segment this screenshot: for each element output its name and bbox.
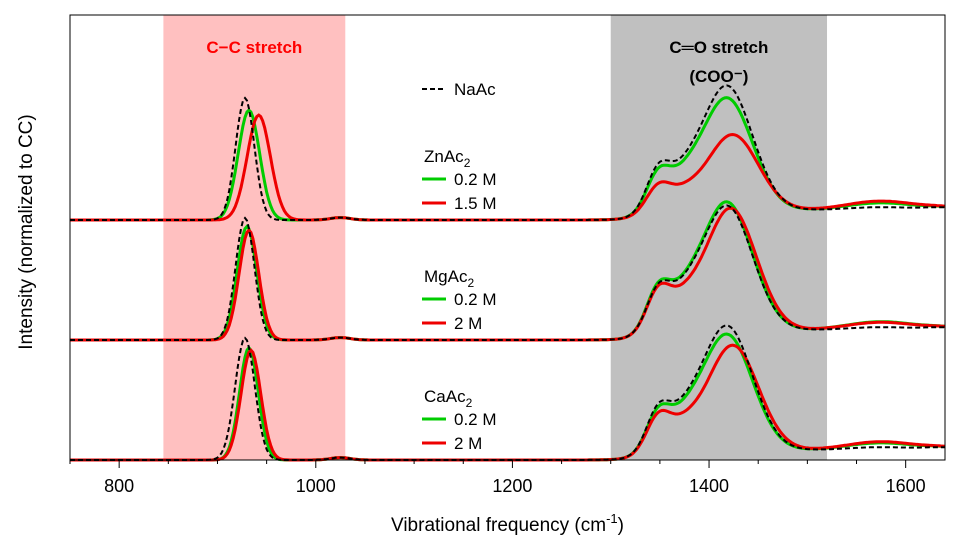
legend-salt-name: ZnAc — [424, 147, 464, 166]
y-axis-label: Intensity (normalized to CC) — [16, 114, 37, 349]
legend-label-2-1: 2 M — [454, 434, 482, 453]
x-axis-label-text: Vibrational frequency (cm — [391, 515, 606, 536]
band-1 — [610, 15, 828, 460]
legend-salt-0: ZnAc2 — [424, 147, 471, 170]
legend-salt-subscript: 2 — [464, 156, 471, 170]
band-subtitle-1: (COO⁻) — [689, 67, 748, 86]
legend-salt-name: MgAc — [424, 267, 468, 286]
highlight-bands: C−C stretch C═O stretch (COO⁻) — [163, 15, 828, 460]
x-tick-label: 1200 — [492, 476, 532, 496]
band-0 — [163, 15, 346, 460]
x-tick-label: 1000 — [296, 476, 336, 496]
x-axis-label-end: ) — [618, 515, 624, 536]
x-tick-label: 1600 — [886, 476, 926, 496]
legend-label-1-0: 0.2 M — [454, 290, 497, 309]
band-title-0: C−C stretch — [206, 38, 302, 57]
x-axis-label: Vibrational frequency (cm-1) — [391, 511, 624, 536]
legend-label-2-0: 0.2 M — [454, 410, 497, 429]
legend-salt-name: CaAc — [424, 387, 466, 406]
legend-label-0-0: 0.2 M — [454, 170, 497, 189]
axes: 800 1000 1200 1400 1600 Vibrational frequency… — [16, 14, 946, 536]
x-axis-label-superscript: -1 — [606, 511, 618, 526]
band-title-1: C═O stretch — [669, 38, 768, 57]
legend-salt-subscript: 2 — [467, 276, 474, 290]
curve-naac-ref-0 — [70, 84, 946, 221]
curve-naac-ref-2 — [70, 324, 946, 461]
legend-salt-2: CaAc2 — [424, 387, 473, 410]
legend-salt-1: MgAc2 — [424, 267, 474, 290]
legend-label-1-1: 2 M — [454, 314, 482, 333]
plot-frame — [69, 14, 946, 461]
x-tick-label: 800 — [104, 476, 134, 496]
legend-naac-label: NaAc — [454, 80, 496, 99]
curve-naac-ref-1 — [70, 204, 946, 341]
legend-label-0-1: 1.5 M — [454, 194, 497, 213]
legend-salt-subscript: 2 — [466, 396, 473, 410]
x-tick-label: 1400 — [689, 476, 729, 496]
